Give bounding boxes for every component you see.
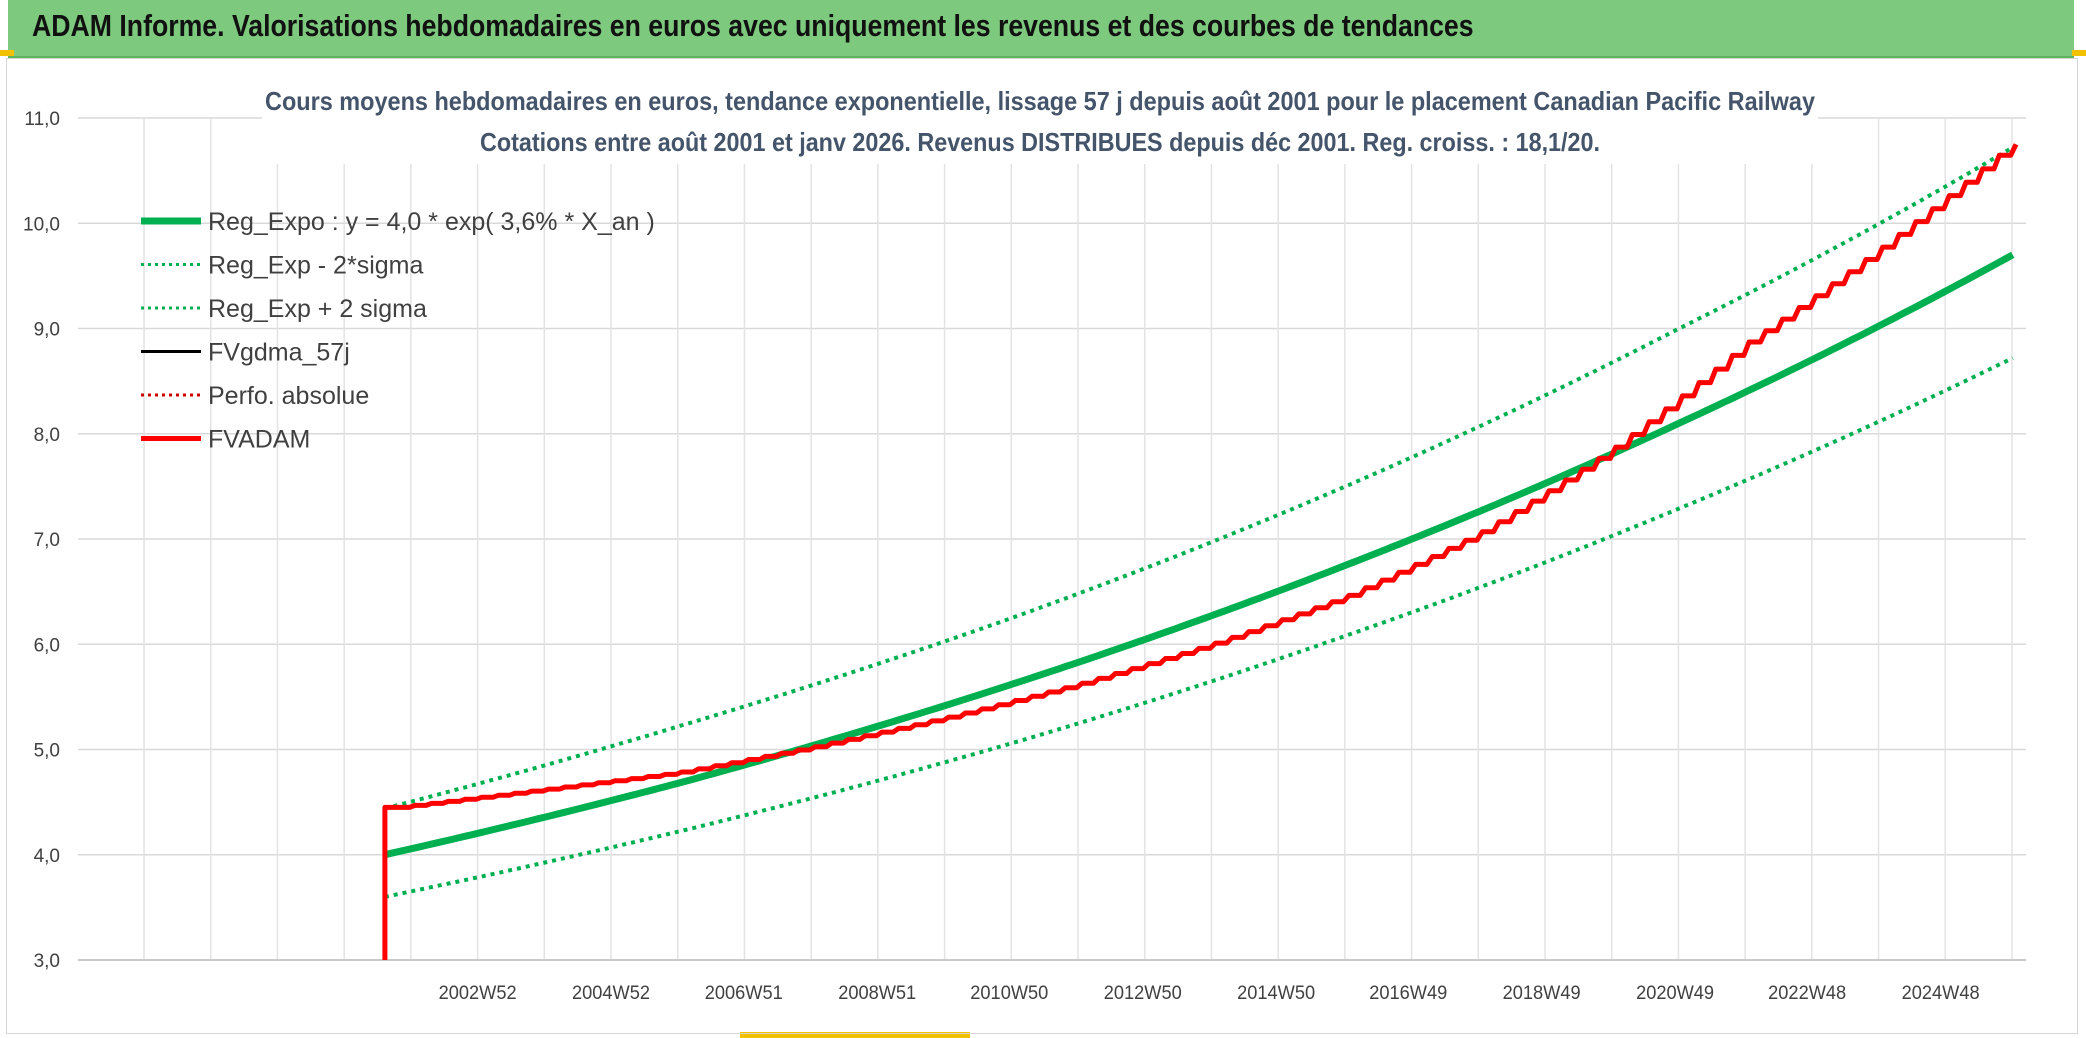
legend-label: Reg_Exp + 2 sigma	[208, 295, 427, 323]
x-tick-label: 2024W48	[1902, 983, 1980, 1004]
y-tick-label: 8,0	[34, 425, 60, 446]
series-line-2	[384, 356, 2014, 899]
x-axis-ticks: 2002W52 2004W52 2006W51 2008W51 2010W50 2012W…	[439, 983, 1980, 1004]
series-line-3	[384, 145, 2014, 811]
y-tick-label: 6,0	[34, 635, 60, 656]
y-tick-label: 7,0	[34, 530, 60, 551]
y-tick-label: 5,0	[34, 741, 60, 762]
chart-area	[6, 58, 2078, 1034]
y-tick-label: 3,0	[34, 951, 60, 972]
x-tick-label: 2016W49	[1369, 983, 1447, 1004]
header-bar: ADAM Informe. Valorisations hebdomadaire…	[8, 0, 2074, 58]
x-tick-label: 2006W51	[705, 983, 783, 1004]
legend-label: FVADAM	[208, 426, 310, 454]
legend-label: FVgdma_57j	[208, 339, 350, 367]
corner-mark-bottom	[740, 1032, 970, 1038]
chart-subtitle: Cotations entre août 2001 et janv 2026. …	[480, 127, 1600, 157]
y-tick-label: 4,0	[34, 846, 60, 867]
chart-title: Cours moyens hebdomadaires en euros, ten…	[265, 86, 1815, 116]
y-tick-label: 9,0	[34, 320, 60, 341]
legend-label: Reg_Expo : y = 4,0 * exp( 3,6% * X_an )	[208, 208, 655, 236]
series-line-6	[382, 143, 2019, 960]
legend-label: Reg_Exp - 2*sigma	[208, 252, 423, 280]
corner-mark-top-right	[2072, 50, 2086, 56]
x-tick-label: 2008W51	[838, 983, 916, 1004]
legend-label: Perfo. absolue	[208, 382, 369, 410]
y-tick-label: 10,0	[23, 214, 60, 235]
x-tick-label: 2002W52	[439, 983, 517, 1004]
x-tick-label: 2004W52	[572, 983, 650, 1004]
corner-mark-top-left	[0, 50, 14, 56]
x-tick-label: 2020W49	[1636, 983, 1714, 1004]
y-tick-label: 11,0	[24, 109, 60, 130]
x-tick-label: 2022W48	[1768, 983, 1846, 1004]
x-tick-label: 2010W50	[970, 983, 1048, 1004]
x-tick-label: 2018W49	[1503, 983, 1581, 1004]
grid-layer	[78, 117, 2026, 961]
series-layer	[382, 143, 2019, 960]
series-line-1	[384, 251, 2015, 859]
x-tick-label: 2014W50	[1237, 983, 1315, 1004]
header-title: ADAM Informe. Valorisations hebdomadaire…	[32, 8, 1474, 43]
legend: Reg_Expo : y = 4,0 * exp( 3,6% * X_an ) R…	[141, 208, 655, 454]
y-axis-ticks: 3,0 4,0 5,0 6,0 7,0 8,0 9,0 10,0 11,0	[23, 109, 60, 972]
title-background	[262, 78, 1818, 164]
x-tick-label: 2012W50	[1104, 983, 1182, 1004]
